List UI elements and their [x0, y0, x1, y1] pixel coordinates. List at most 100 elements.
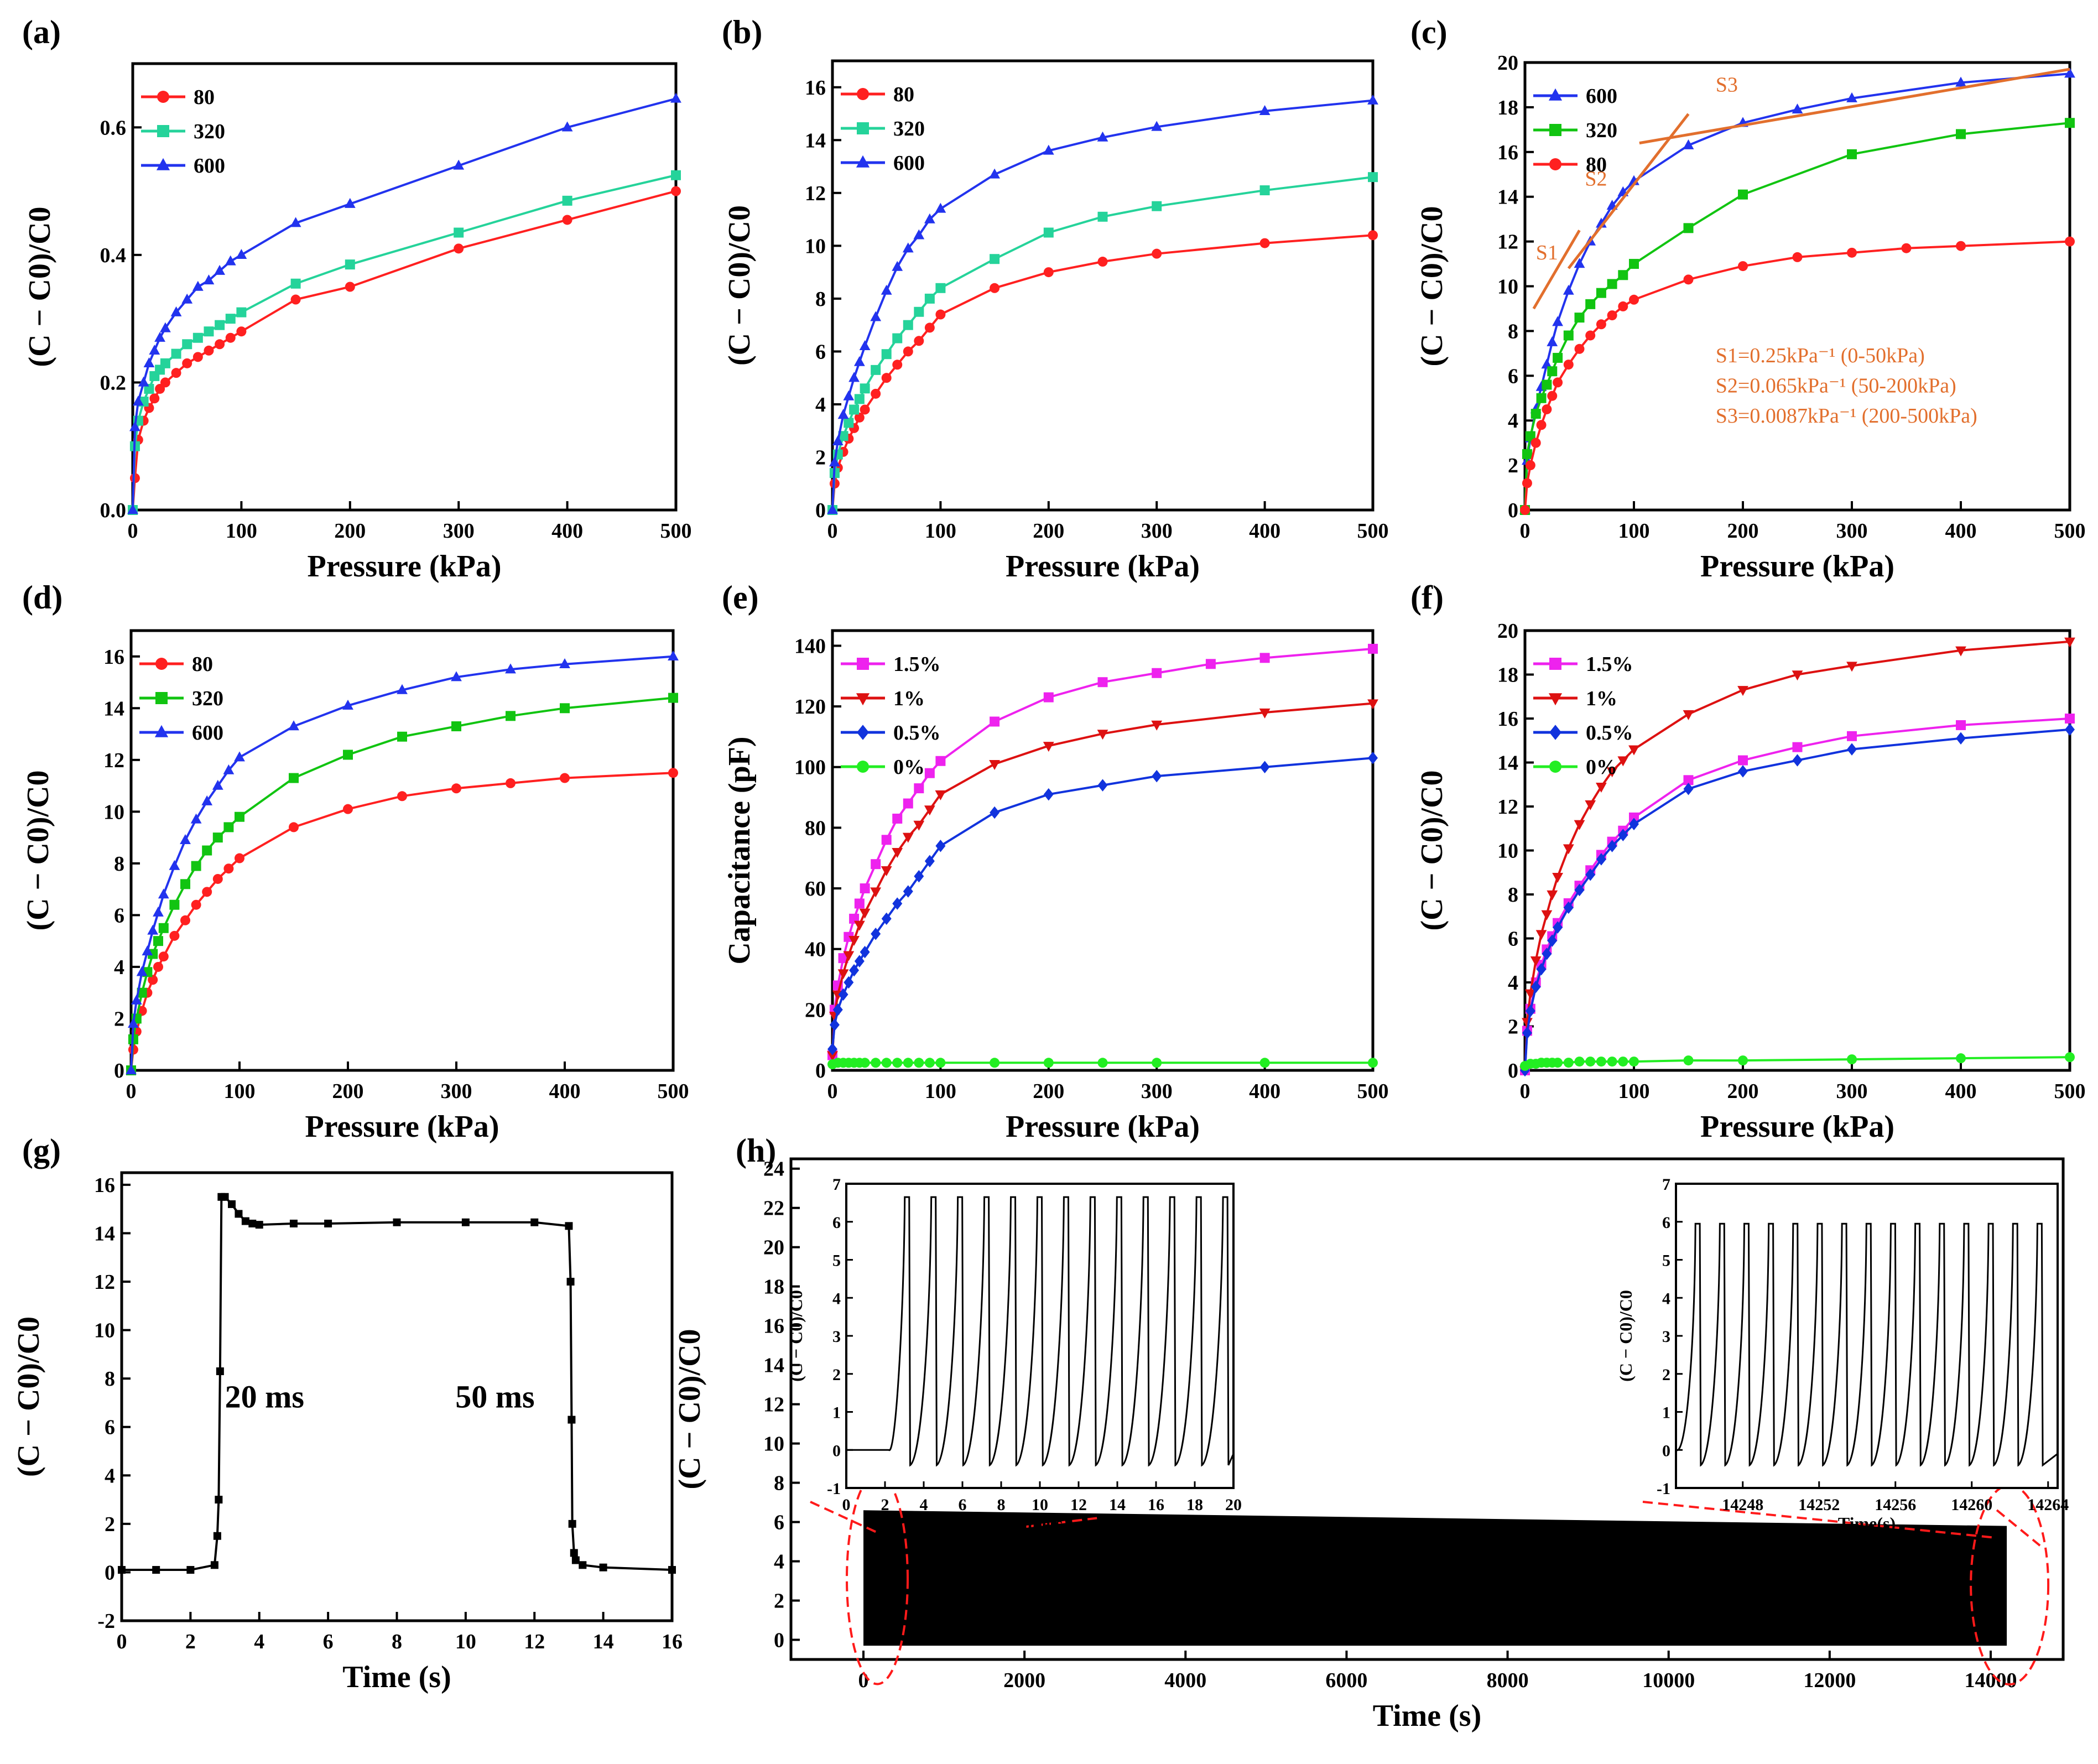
panel-label: (g) — [22, 1132, 61, 1169]
data-point-1.5% — [1043, 692, 1054, 703]
x-tick-label: 200 — [1033, 519, 1064, 543]
data-point-1% — [2064, 637, 2075, 648]
data-point-1.5% — [924, 768, 935, 778]
data-point-0.5% — [1618, 829, 1628, 841]
x-tick-label: 14000 — [1964, 1669, 2017, 1692]
y-tick-label: 16 — [1497, 707, 1518, 731]
data-point-1.5% — [871, 859, 881, 870]
data-point-response — [241, 1217, 249, 1225]
data-point-1% — [848, 936, 860, 946]
panel-label: (b) — [722, 14, 762, 50]
data-point-320 — [1259, 185, 1270, 196]
data-point-0% — [892, 1058, 903, 1068]
data-point-600 — [1367, 94, 1378, 105]
data-point-1% — [827, 1051, 838, 1061]
data-point-600 — [190, 813, 202, 824]
fit-label: S2 — [1585, 167, 1607, 190]
data-point-0% — [1629, 1057, 1639, 1067]
sensitivity-note: S2=0.065kPa⁻¹ (50-200kPa) — [1716, 374, 1956, 398]
series-line-80 — [130, 772, 674, 1071]
data-point-response — [599, 1563, 607, 1572]
data-point-80 — [397, 791, 407, 802]
data-point-80 — [935, 309, 946, 320]
data-point-response — [566, 1278, 575, 1286]
y-tick-label: 100 — [794, 756, 826, 779]
x-tick-label: 4000 — [1164, 1669, 1206, 1692]
data-point-600 — [848, 372, 860, 382]
data-point-1.5% — [1847, 731, 1857, 741]
panel-label: (h) — [736, 1132, 776, 1169]
data-point-600 — [201, 795, 213, 805]
data-point-0% — [1097, 1058, 1108, 1068]
inset-y-tick-label: 5 — [832, 1252, 841, 1270]
data-point-response — [248, 1219, 257, 1227]
legend-label: 600 — [893, 152, 925, 175]
data-point-320 — [671, 170, 681, 180]
data-point-response — [565, 1222, 573, 1230]
data-point-320 — [204, 326, 214, 337]
data-point-320 — [1585, 299, 1596, 309]
legend-label: 0.5% — [1586, 721, 1633, 745]
y-tick-label: 20 — [1497, 620, 1518, 643]
data-point-80 — [454, 243, 464, 254]
data-point-600 — [1792, 103, 1803, 114]
data-point-320 — [560, 703, 570, 714]
data-point-320 — [158, 923, 169, 933]
data-point-320 — [1097, 211, 1108, 222]
data-point-320 — [290, 278, 301, 289]
series-line-0.5% — [831, 757, 1373, 1049]
y-tick-label: 2 — [105, 1513, 115, 1536]
y-tick-label: 0.6 — [100, 116, 127, 139]
data-point-response — [570, 1549, 578, 1557]
plot-frame — [131, 62, 678, 512]
data-point-80 — [1097, 257, 1108, 267]
y-tick-label: 14 — [805, 129, 826, 152]
data-point-response — [571, 1556, 580, 1564]
data-point-response — [393, 1218, 401, 1226]
x-tick-label: 400 — [1945, 519, 1977, 543]
data-point-320 — [451, 721, 461, 732]
fit-label: S3 — [1716, 74, 1738, 97]
data-point-600 — [989, 168, 1000, 179]
data-point-600 — [180, 834, 191, 844]
y-tick-label: 14 — [763, 1354, 784, 1377]
data-point-80 — [1847, 247, 1857, 258]
data-point-80 — [192, 352, 203, 362]
data-point-80 — [1596, 319, 1606, 330]
data-point-80 — [212, 873, 223, 884]
data-point-600 — [668, 650, 679, 660]
data-point-1% — [1552, 873, 1563, 883]
data-point-600 — [344, 197, 356, 208]
data-point-0.5% — [1683, 782, 1694, 795]
data-point-1% — [1097, 730, 1108, 740]
data-point-1% — [1535, 930, 1547, 940]
data-point-1% — [1792, 670, 1803, 681]
x-tick-label: 200 — [1033, 1080, 1064, 1103]
data-point-0.5% — [844, 976, 854, 989]
data-point-600 — [136, 966, 148, 976]
data-point-0.5% — [1563, 901, 1574, 914]
inset-y-tick-label: 5 — [1662, 1252, 1670, 1270]
data-point-response — [324, 1219, 332, 1227]
data-point-600 — [837, 409, 849, 419]
plot-frame — [831, 59, 1375, 512]
x-tick-label: 8000 — [1487, 1669, 1529, 1692]
data-point-0.5% — [1585, 868, 1596, 881]
x-tick-label: 300 — [1141, 1080, 1173, 1103]
data-point-0.5% — [1536, 962, 1547, 976]
y-tick-label: 2 — [774, 1590, 784, 1613]
data-point-response — [461, 1218, 470, 1226]
legend-marker — [154, 725, 169, 737]
y-tick-label: 10 — [103, 800, 124, 824]
data-point-600 — [131, 994, 142, 1005]
x-tick-label: 300 — [443, 519, 475, 543]
data-point-1% — [892, 848, 903, 858]
cycling-signal — [863, 1510, 2007, 1646]
x-tick-label: 100 — [226, 519, 257, 543]
data-point-600 — [129, 421, 140, 431]
y-tick-label: 14 — [1497, 752, 1518, 775]
plot-frame — [789, 1157, 2065, 1661]
data-point-80 — [1547, 391, 1558, 401]
data-point-320 — [1547, 366, 1558, 377]
